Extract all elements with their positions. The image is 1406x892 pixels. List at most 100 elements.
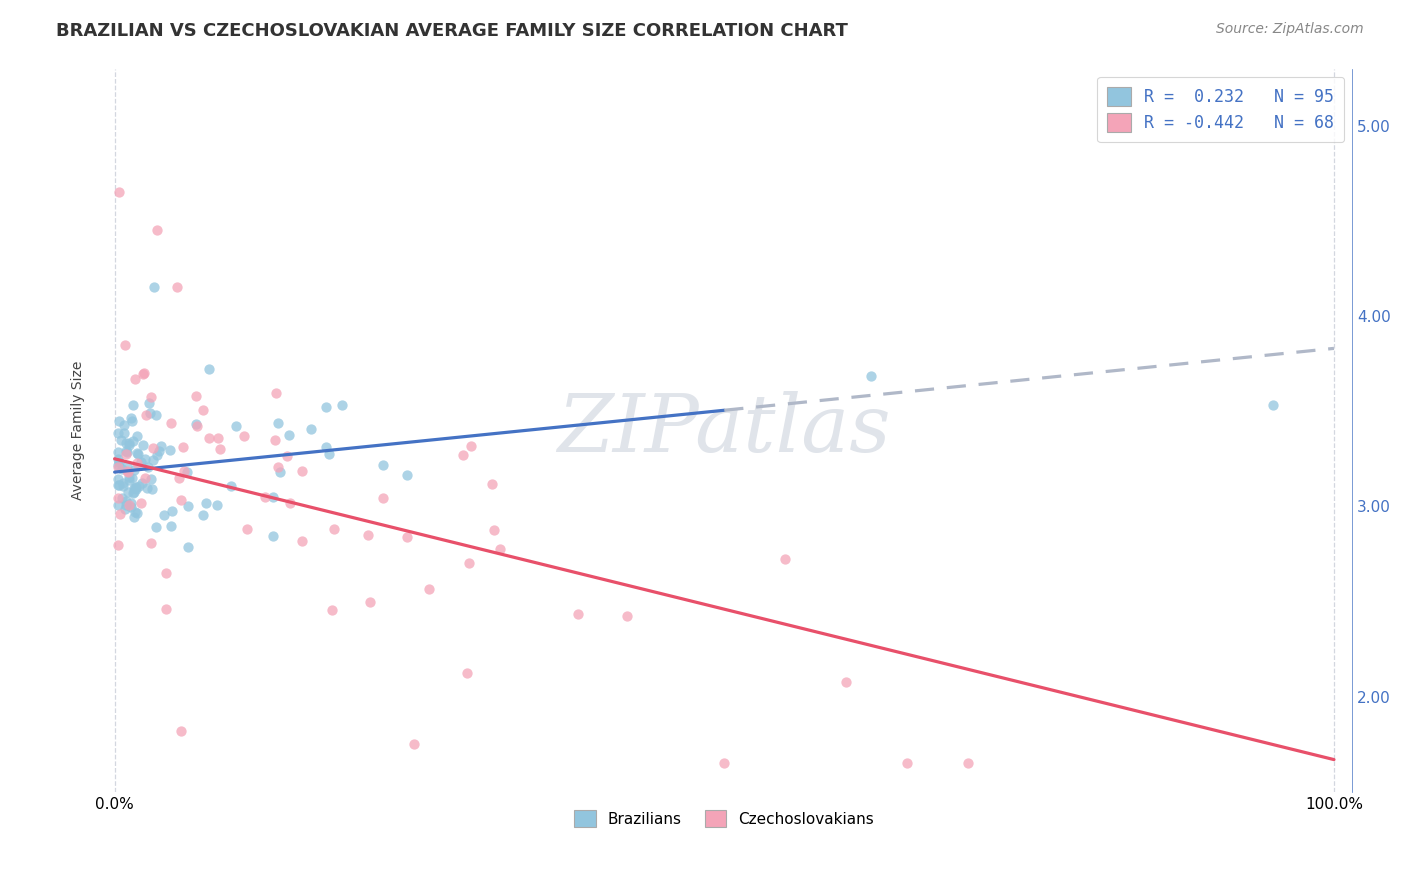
Point <box>110 507 132 521</box>
Point <box>291 464 314 478</box>
Point <box>142 441 165 455</box>
Point <box>128 478 150 492</box>
Point <box>488 542 510 557</box>
Point <box>835 674 858 689</box>
Point <box>456 666 478 681</box>
Point <box>107 472 129 486</box>
Point <box>129 496 152 510</box>
Point <box>127 447 149 461</box>
Point <box>395 530 418 544</box>
Point <box>111 476 134 491</box>
Point <box>139 536 162 550</box>
Point <box>114 502 136 516</box>
Point <box>291 534 314 549</box>
Point <box>139 473 162 487</box>
Point <box>155 602 177 616</box>
Point <box>120 495 142 509</box>
Point <box>145 408 167 422</box>
Point <box>451 448 474 462</box>
Point <box>121 471 143 485</box>
Point <box>135 408 157 422</box>
Point <box>195 496 218 510</box>
Point <box>859 369 882 384</box>
Point <box>169 493 191 508</box>
Text: Source: ZipAtlas.com: Source: ZipAtlas.com <box>1216 22 1364 37</box>
Point <box>111 462 134 476</box>
Point <box>117 444 139 458</box>
Point <box>111 479 134 493</box>
Point <box>117 465 139 479</box>
Point <box>125 482 148 496</box>
Point <box>107 460 129 475</box>
Point <box>172 440 194 454</box>
Point <box>108 414 131 428</box>
Point <box>177 540 200 554</box>
Point <box>186 418 208 433</box>
Point <box>115 494 138 508</box>
Point <box>108 477 131 491</box>
Point <box>107 425 129 440</box>
Point <box>118 473 141 487</box>
Point <box>208 442 231 456</box>
Point <box>269 465 291 479</box>
Point <box>120 500 142 514</box>
Point <box>315 440 337 454</box>
Point <box>264 385 287 400</box>
Point <box>159 443 181 458</box>
Point <box>402 737 425 751</box>
Point <box>127 429 149 443</box>
Point <box>198 432 221 446</box>
Point <box>160 417 183 431</box>
Point <box>124 481 146 495</box>
Point <box>418 582 440 596</box>
Text: BRAZILIAN VS CZECHOSLOVAKIAN AVERAGE FAMILY SIZE CORRELATION CHART: BRAZILIAN VS CZECHOSLOVAKIAN AVERAGE FAM… <box>56 22 848 40</box>
Point <box>567 607 589 622</box>
Point <box>134 471 156 485</box>
Point <box>124 510 146 524</box>
Point <box>1261 398 1284 412</box>
Point <box>127 446 149 460</box>
Point <box>129 455 152 469</box>
Point <box>132 367 155 381</box>
Point <box>191 403 214 417</box>
Point <box>276 449 298 463</box>
Point <box>176 465 198 479</box>
Point <box>127 506 149 520</box>
Point <box>371 458 394 472</box>
Point <box>138 460 160 475</box>
Point <box>373 491 395 505</box>
Point <box>142 453 165 467</box>
Point <box>225 419 247 434</box>
Point <box>115 498 138 512</box>
Point <box>267 416 290 430</box>
Point <box>138 406 160 420</box>
Point <box>107 491 129 505</box>
Point <box>115 459 138 474</box>
Point <box>155 566 177 580</box>
Point <box>219 478 242 492</box>
Point <box>616 609 638 624</box>
Point <box>146 223 169 237</box>
Y-axis label: Average Family Size: Average Family Size <box>72 360 86 500</box>
Point <box>482 523 505 537</box>
Point <box>356 527 378 541</box>
Point <box>236 522 259 536</box>
Point <box>299 422 322 436</box>
Point <box>262 529 284 543</box>
Point <box>115 464 138 478</box>
Point <box>713 756 735 771</box>
Point <box>117 484 139 499</box>
Point <box>322 522 344 536</box>
Point <box>111 491 134 505</box>
Point <box>277 428 299 442</box>
Point <box>107 458 129 472</box>
Point <box>117 438 139 452</box>
Point <box>107 477 129 491</box>
Point <box>114 337 136 351</box>
Point <box>122 398 145 412</box>
Point <box>139 390 162 404</box>
Point <box>186 417 208 432</box>
Point <box>122 486 145 500</box>
Point <box>896 756 918 771</box>
Point <box>264 433 287 447</box>
